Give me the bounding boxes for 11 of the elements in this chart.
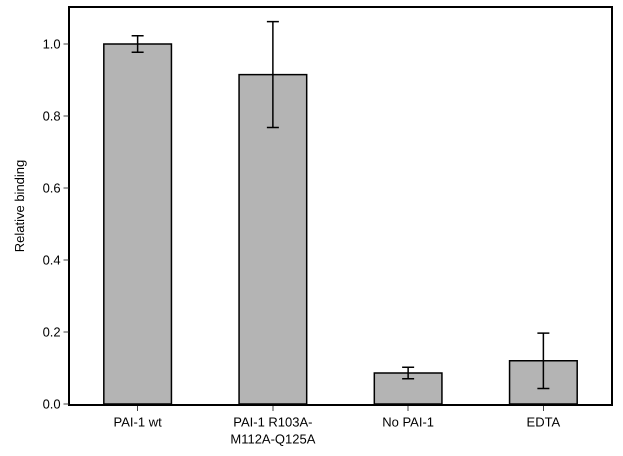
y-tick-label: 0.2	[42, 324, 61, 340]
x-tick-label: PAI-1 R103A- M112A-Q125A	[230, 414, 316, 446]
y-axis-title: Relative binding	[12, 160, 28, 252]
y-tick-label: 0.8	[42, 108, 61, 124]
y-tick-label: 1.0	[42, 36, 61, 52]
x-tick-label: No PAI-1	[382, 414, 434, 430]
x-tick-label: PAI-1 wt	[114, 414, 162, 430]
y-tick-label: 0.4	[42, 252, 61, 268]
y-tick-label: 0.0	[42, 396, 61, 412]
x-tick-label: EDTA	[526, 414, 561, 430]
y-tick-label: 0.6	[42, 180, 61, 196]
